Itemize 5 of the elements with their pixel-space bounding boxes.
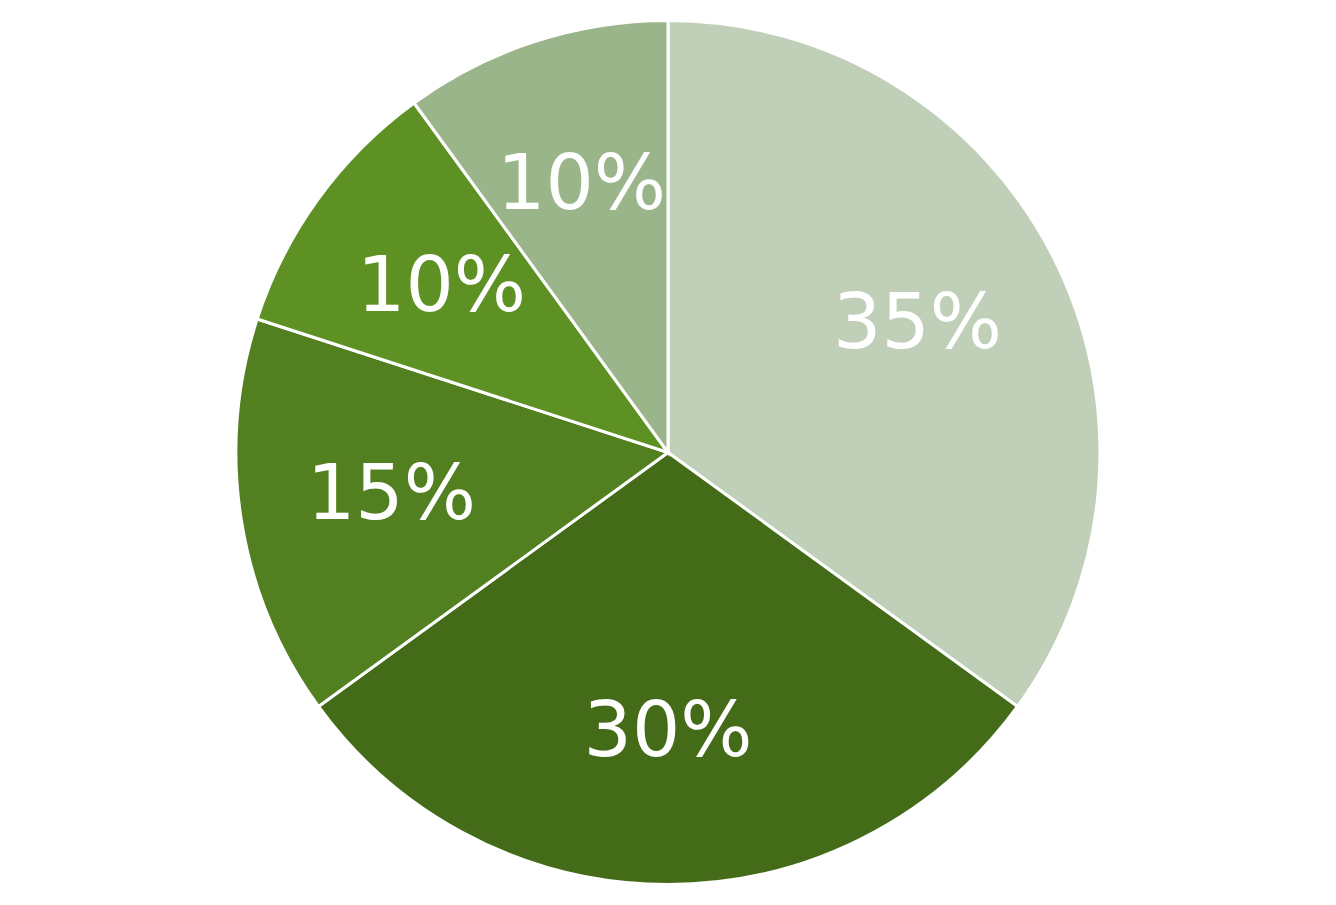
data-label: 10%	[357, 239, 526, 329]
data-label: 10%	[497, 138, 666, 228]
data-label: 35%	[833, 277, 1002, 367]
data-label: 30%	[583, 684, 753, 774]
data-label: 15%	[306, 448, 476, 538]
